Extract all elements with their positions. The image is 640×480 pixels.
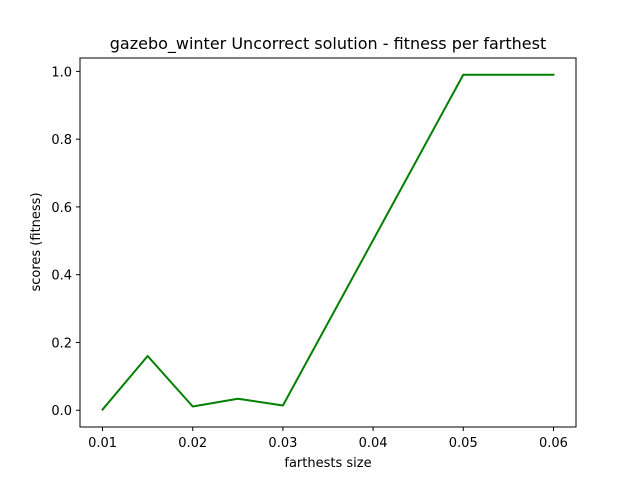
x-axis-label: farthests size [284, 456, 371, 471]
x-tick-label: 0.06 [539, 436, 568, 451]
y-tick-label: 0.6 [51, 201, 72, 216]
y-tick-label: 0.2 [51, 336, 72, 351]
y-tick-label: 0.4 [51, 269, 72, 284]
series-line-0 [101, 73, 555, 411]
x-tick-label: 0.03 [268, 436, 297, 451]
x-tick-label: 0.01 [88, 436, 117, 451]
y-axis-label: scores (fitness) [29, 192, 44, 291]
x-tick-label: 0.02 [178, 436, 207, 451]
y-tick-label: 0.8 [51, 133, 72, 148]
chart-title: gazebo_winter Uncorrect solution - fitne… [110, 34, 547, 54]
y-tick-label: 1.0 [51, 65, 72, 80]
x-tick-label: 0.05 [449, 436, 478, 451]
plot-frame [79, 57, 577, 428]
x-tick-label: 0.04 [359, 436, 388, 451]
plot-area: 0.01 0.02 0.03 0.04 0.05 0.06 0.0 0.2 0.4 0.6 0.8 1… [51, 57, 577, 451]
y-tick-label: 0.0 [51, 404, 72, 419]
